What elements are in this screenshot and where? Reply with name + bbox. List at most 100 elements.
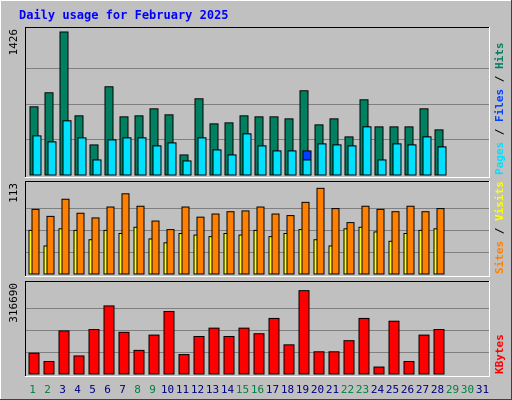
bar-sites-day-19 xyxy=(301,201,310,275)
bar-pages-day-11 xyxy=(182,160,192,176)
y-max-label: 1426 xyxy=(7,29,20,56)
bar-kbytes-day-19 xyxy=(298,290,310,375)
bar-pages-day-4 xyxy=(77,137,87,176)
day-label-21: 21 xyxy=(326,383,339,396)
panel-visits-sites: 113 Sites / Visits xyxy=(7,181,506,277)
bar-pages-day-7 xyxy=(122,137,132,176)
bar-sites-day-26 xyxy=(406,205,415,275)
bar-pages-day-24 xyxy=(377,159,387,176)
bar-kbytes-day-22 xyxy=(343,340,355,375)
bar-sites-day-25 xyxy=(391,211,400,275)
bar-sites-day-4 xyxy=(76,212,85,275)
bar-pages-day-18 xyxy=(287,150,297,176)
day-label-26: 26 xyxy=(401,383,414,396)
bar-sites-day-6 xyxy=(106,206,115,275)
day-label-23: 23 xyxy=(356,383,369,396)
bar-sites-day-28 xyxy=(436,208,445,275)
day-label-1: 1 xyxy=(29,383,36,396)
bar-sites-day-15 xyxy=(241,210,250,275)
bar-kbytes-day-2 xyxy=(43,360,55,375)
bar-sites-day-7 xyxy=(121,193,130,275)
bar-kbytes-day-17 xyxy=(268,317,280,375)
bar-kbytes-day-14 xyxy=(223,335,235,375)
bar-kbytes-day-25 xyxy=(388,320,400,375)
bar-pages-day-21 xyxy=(332,144,342,176)
bar-sites-day-10 xyxy=(166,229,175,275)
bar-kbytes-day-4 xyxy=(73,355,85,375)
day-label-20: 20 xyxy=(311,383,324,396)
day-labels: 1 2 3 4 5 6 7 8 9 10 11 12 13 14 15 16 17 18 19 20 21 22 23 24 2… xyxy=(29,383,489,396)
legend-part-0: Sites xyxy=(493,241,506,274)
bar-sites-day-8 xyxy=(136,205,145,275)
bar-pages-day-6 xyxy=(107,139,117,176)
bar-pages-day-8 xyxy=(137,137,147,176)
day-label-10: 10 xyxy=(161,383,174,396)
day-label-24: 24 xyxy=(371,383,385,396)
panel-hits-files-pages: 1426 Pages / Files / Hits xyxy=(7,27,506,178)
bar-pages-day-22 xyxy=(347,145,357,176)
day-label-16: 16 xyxy=(251,383,264,396)
bar-kbytes-day-9 xyxy=(148,334,160,375)
legend-part-1: / xyxy=(493,221,506,241)
bar-sites-day-3 xyxy=(61,198,70,275)
day-label-31: 31 xyxy=(476,383,489,396)
day-label-25: 25 xyxy=(386,383,399,396)
day-label-13: 13 xyxy=(206,383,219,396)
bar-pages-day-13 xyxy=(212,149,222,176)
bar-kbytes-day-26 xyxy=(403,360,415,375)
bar-pages-day-17 xyxy=(272,150,282,176)
bar-kbytes-day-18 xyxy=(283,344,295,375)
bar-kbytes-day-15 xyxy=(238,327,250,375)
bar-pages-day-12 xyxy=(197,137,207,176)
panel-kbytes: 316690 KBytes xyxy=(7,281,506,377)
bar-pages-day-2 xyxy=(47,141,57,176)
day-label-27: 27 xyxy=(416,383,429,396)
bar-kbytes-day-6 xyxy=(103,305,115,375)
day-label-18: 18 xyxy=(281,383,294,396)
chart-title: Daily usage for February 2025 xyxy=(19,8,229,22)
bar-pages-day-26 xyxy=(407,144,417,176)
legend-part-1: / xyxy=(493,122,506,142)
legend-part-3: / xyxy=(493,69,506,89)
bar-pages-day-23 xyxy=(362,126,372,176)
bar-sites-day-2 xyxy=(46,215,55,275)
day-label-7: 7 xyxy=(119,383,126,396)
bar-sites-day-22 xyxy=(346,222,355,275)
day-label-15: 15 xyxy=(236,383,249,396)
bar-pages-day-15 xyxy=(242,133,252,176)
bar-kbytes-day-13 xyxy=(208,327,220,375)
bar-kbytes-day-1 xyxy=(28,352,40,375)
bar-sites-day-24 xyxy=(376,208,385,275)
legend-kbytes: KBytes xyxy=(493,334,506,374)
legend-part-0: KBytes xyxy=(493,334,506,374)
bar-kbytes-day-5 xyxy=(88,329,100,375)
bar-kbytes-day-21 xyxy=(328,351,340,375)
bar-pages-day-19 xyxy=(302,159,312,176)
day-label-30: 30 xyxy=(461,383,474,396)
bar-sites-day-12 xyxy=(196,216,205,275)
bar-kbytes-day-10 xyxy=(163,310,175,375)
bar-sites-day-23 xyxy=(361,205,370,275)
day-label-4: 4 xyxy=(74,383,81,396)
bar-kbytes-day-11 xyxy=(178,354,190,375)
bar-kbytes-day-3 xyxy=(58,330,70,375)
bar-pages-day-10 xyxy=(167,142,177,176)
bar-pages-day-16 xyxy=(257,145,267,176)
bar-pages-day-28 xyxy=(437,146,447,176)
day-label-8: 8 xyxy=(134,383,141,396)
day-label-6: 6 xyxy=(104,383,111,396)
bar-sites-day-13 xyxy=(211,213,220,275)
day-label-29: 29 xyxy=(446,383,459,396)
bar-kbytes-day-27 xyxy=(418,334,430,375)
bar-sites-day-14 xyxy=(226,211,235,275)
bar-kbytes-day-24 xyxy=(373,366,385,375)
legend-visits-sites: Sites / Visits xyxy=(493,181,506,274)
legend-hits-files-pages: Pages / Files / Hits xyxy=(493,43,506,176)
day-label-2: 2 xyxy=(44,383,51,396)
bar-pages-day-1 xyxy=(32,135,42,176)
bar-kbytes-day-8 xyxy=(133,349,145,375)
bar-pages-day-20 xyxy=(317,143,327,176)
bar-pages-day-3 xyxy=(62,120,72,176)
bar-pages-day-14 xyxy=(227,154,237,176)
